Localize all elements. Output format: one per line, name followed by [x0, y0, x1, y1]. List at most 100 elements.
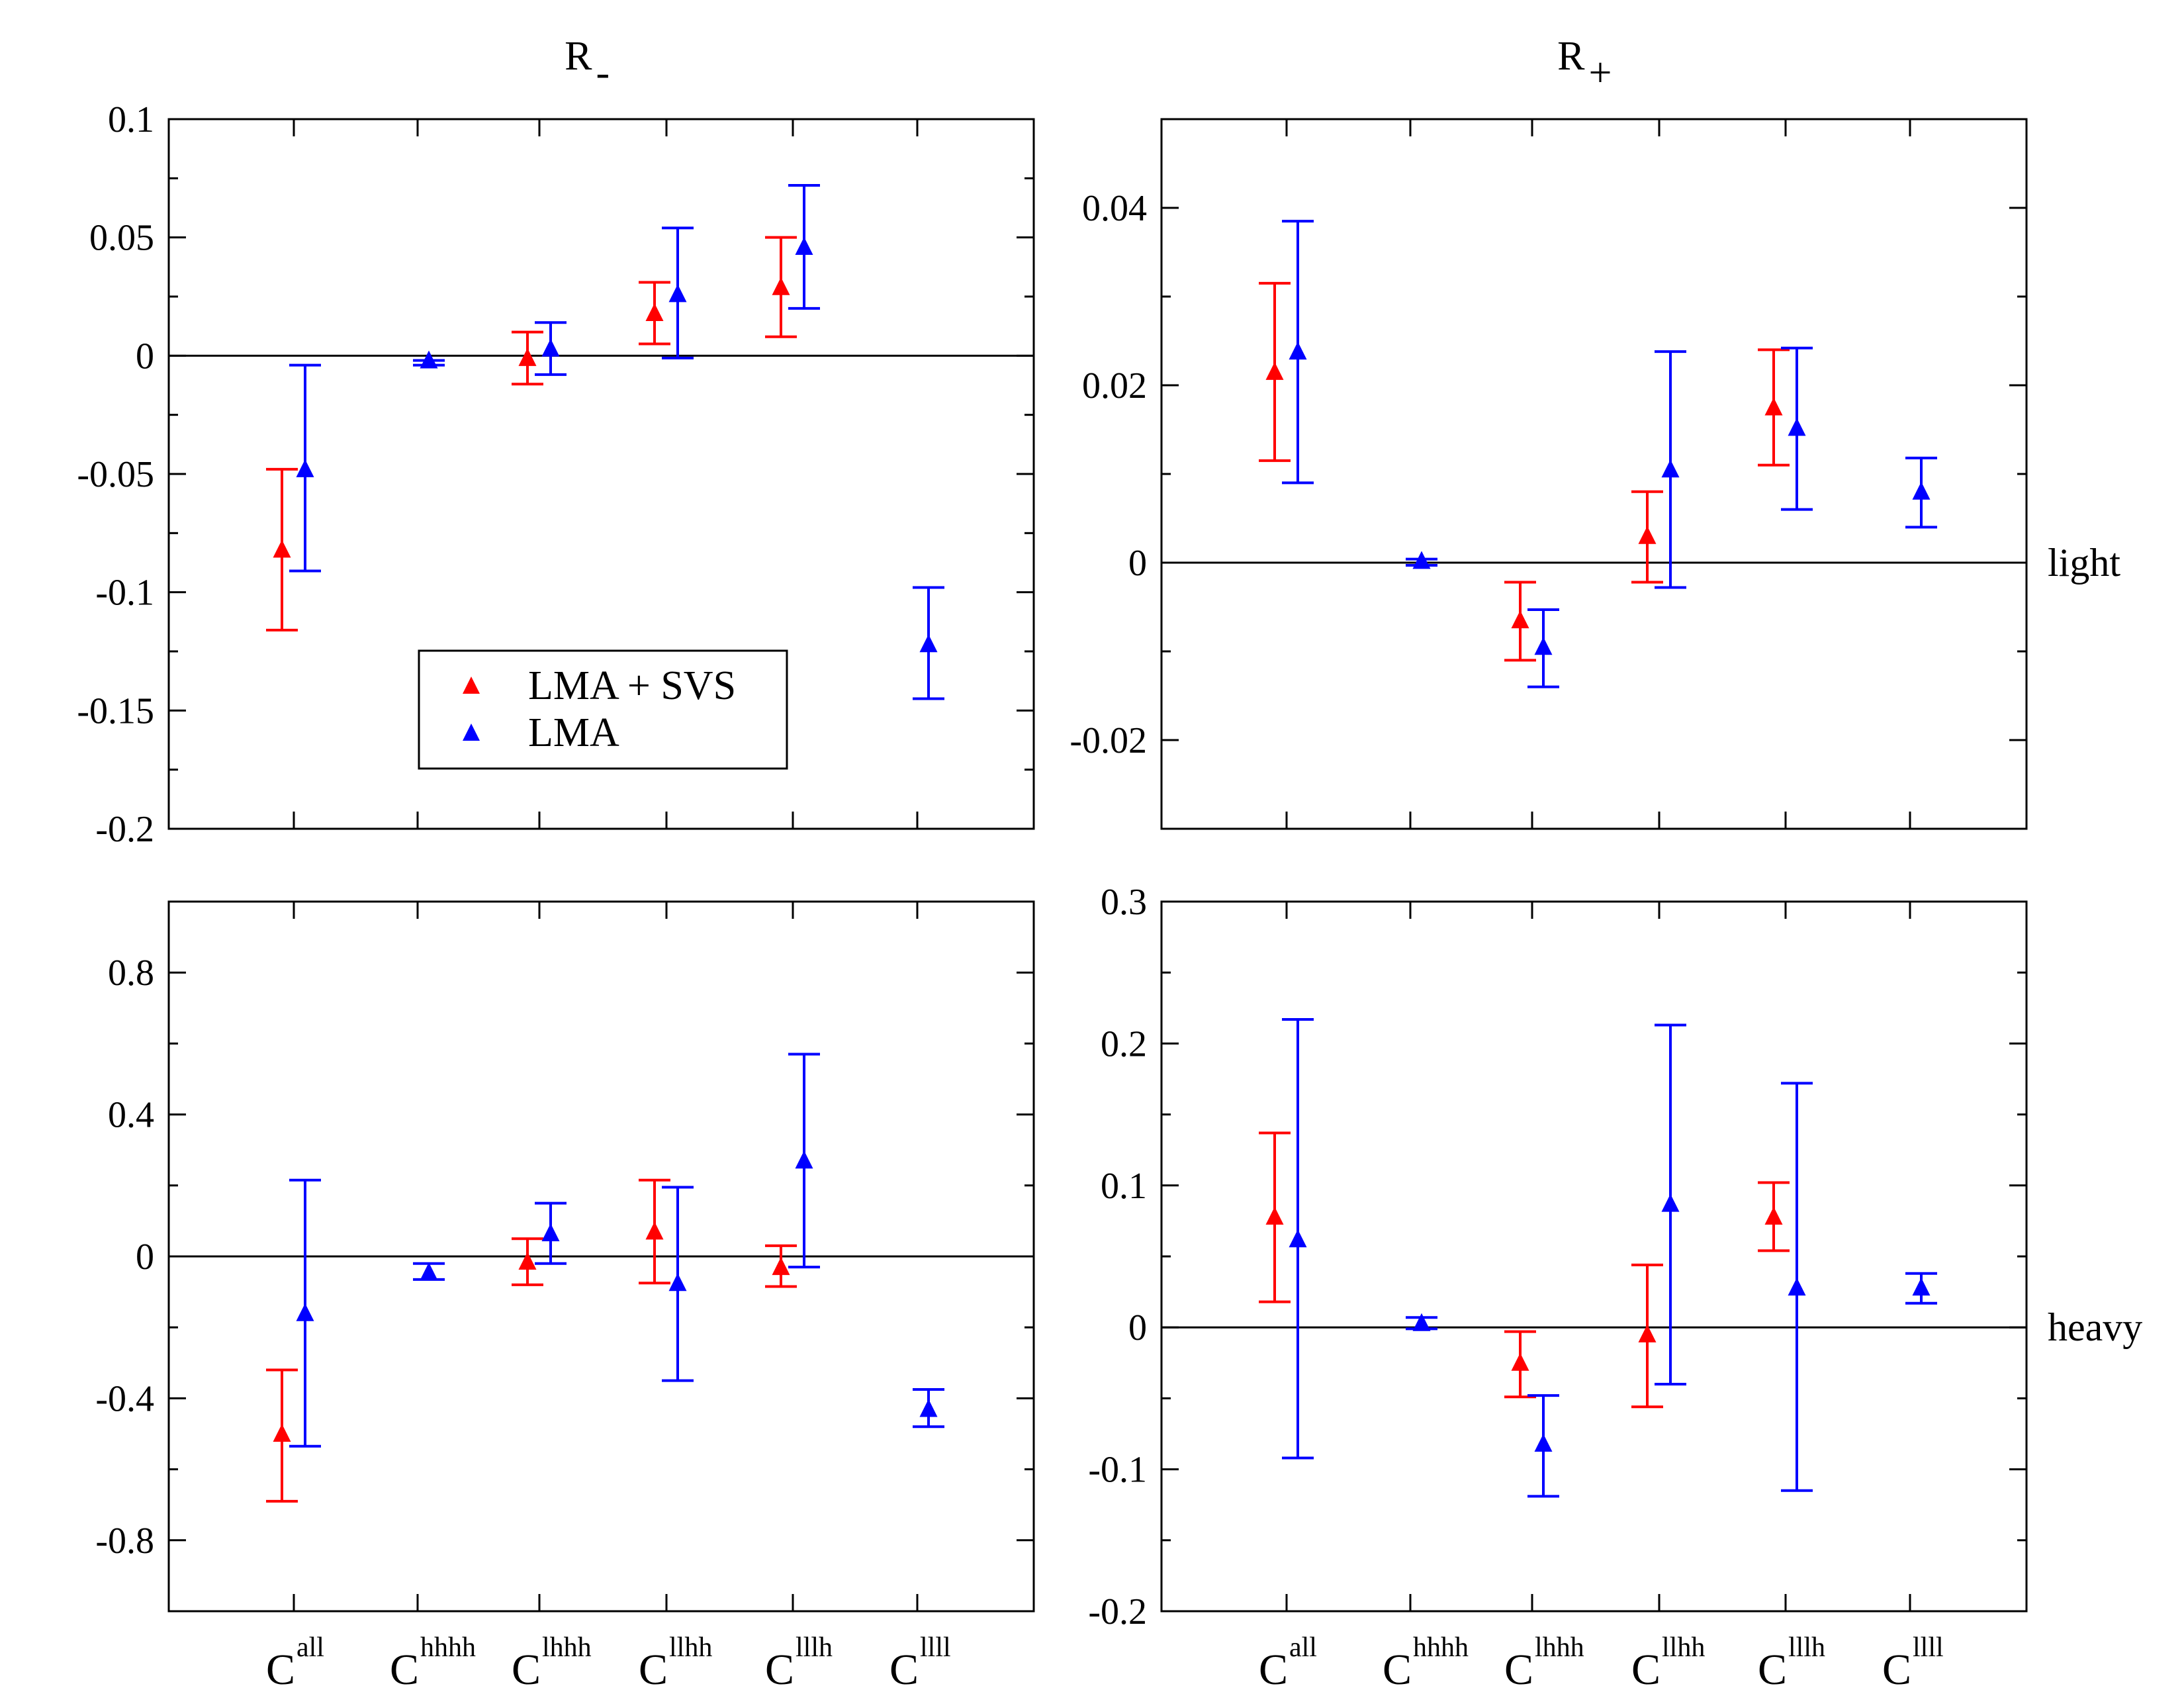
category-base: C [512, 1646, 541, 1688]
data-point [639, 1178, 670, 1285]
triangle-marker [772, 277, 790, 295]
column-title-main: R [565, 34, 592, 79]
triangle-marker [541, 338, 560, 357]
category-base: C [1259, 1646, 1288, 1688]
data-point [1282, 1017, 1314, 1460]
data-point [1406, 1313, 1437, 1331]
y-tick-label: 0 [1128, 543, 1147, 584]
data-point [1781, 1082, 1813, 1492]
legend-item: LMA [463, 710, 619, 755]
y-tick-label: 0 [136, 1237, 154, 1278]
triangle-marker [1534, 1434, 1553, 1452]
category-superscript: hhhh [1413, 1632, 1469, 1663]
triangle-marker [919, 634, 938, 653]
category-superscript: hhhh [420, 1632, 476, 1663]
data-point [535, 321, 567, 376]
series-lma [289, 1053, 944, 1448]
triangle-marker [273, 539, 291, 558]
data-point [1259, 281, 1291, 462]
series-lma [289, 184, 944, 700]
category-base: C [889, 1646, 919, 1688]
category-base: C [1758, 1646, 1787, 1688]
column-title: R- [565, 34, 610, 95]
triangle-marker [1764, 1206, 1783, 1225]
data-point [1655, 1023, 1686, 1385]
legend-marker [463, 724, 480, 741]
y-tick-label: -0.8 [95, 1521, 154, 1562]
triangle-marker [668, 284, 687, 303]
category-superscript: lllh [1788, 1632, 1825, 1663]
triangle-marker [1511, 610, 1529, 629]
triangle-marker [518, 1252, 537, 1270]
triangle-marker [919, 1399, 938, 1417]
y-tick-label: -0.1 [95, 573, 154, 614]
triangle-marker [420, 1262, 438, 1281]
triangle-marker [795, 1150, 813, 1169]
data-point [913, 1388, 944, 1429]
category-superscript: llhh [1662, 1632, 1705, 1663]
y-tick-label: -0.2 [1088, 1591, 1147, 1632]
data-point [1504, 1330, 1536, 1399]
triangle-marker [1661, 1194, 1680, 1212]
category-base: C [266, 1646, 295, 1688]
data-point [765, 1244, 797, 1288]
series-lma-svs [1259, 1131, 1790, 1409]
column-title-subscript: + [1589, 50, 1612, 95]
plot-frame [1160, 118, 2028, 830]
legend-marker [463, 677, 480, 694]
legend-box [418, 649, 788, 770]
data-point [1905, 1272, 1937, 1305]
triangle-marker [1638, 1324, 1657, 1342]
triangle-marker [518, 348, 537, 366]
data-point [1781, 346, 1813, 511]
triangle-marker [1511, 1352, 1529, 1371]
data-point [1655, 350, 1686, 589]
data-point [788, 184, 820, 310]
triangle-marker [772, 1257, 790, 1276]
data-point [535, 1201, 567, 1265]
category-base: C [1383, 1646, 1412, 1688]
data-point [639, 281, 670, 346]
y-tick-label: 0.1 [108, 99, 154, 140]
triangle-marker [273, 1424, 291, 1442]
y-tick-label: -0.1 [1088, 1450, 1147, 1491]
data-point [913, 586, 944, 700]
category-base: C [390, 1646, 419, 1688]
triangle-marker [1265, 361, 1284, 380]
y-tick-label: -0.4 [95, 1378, 154, 1419]
row-label: light [2048, 541, 2120, 585]
panel-top-left: -0.2 -0.15 -0.1 -0.05 0 0.05 0.1 R - [77, 34, 1035, 850]
data-point [1406, 551, 1437, 569]
legend-label: LMA [528, 710, 619, 755]
category-base: C [639, 1646, 668, 1688]
data-point [289, 363, 321, 573]
y-tick-label: 0 [1128, 1307, 1147, 1348]
data-point [1504, 581, 1536, 662]
category-base: C [1631, 1646, 1661, 1688]
triangle-marker [1534, 637, 1553, 655]
triangle-marker [1412, 1313, 1431, 1331]
data-point [1527, 608, 1559, 688]
category-superscript: lhhh [542, 1632, 592, 1663]
y-tick-label: 0.02 [1082, 365, 1147, 406]
data-point [1758, 1181, 1790, 1252]
column-title-subscript: - [596, 50, 610, 95]
triangle-marker [541, 1223, 560, 1242]
category-superscript: lllh [796, 1632, 833, 1663]
y-tick-label: 0.05 [89, 218, 154, 259]
y-tick-label: 0.4 [108, 1095, 154, 1136]
series-lma-svs [266, 1178, 797, 1503]
y-tick-label: -0.2 [95, 809, 154, 850]
data-point [1905, 456, 1937, 529]
panel-top-right: -0.02 0 0.02 0.04 R + light [1069, 34, 2120, 830]
triangle-marker [645, 1221, 664, 1240]
